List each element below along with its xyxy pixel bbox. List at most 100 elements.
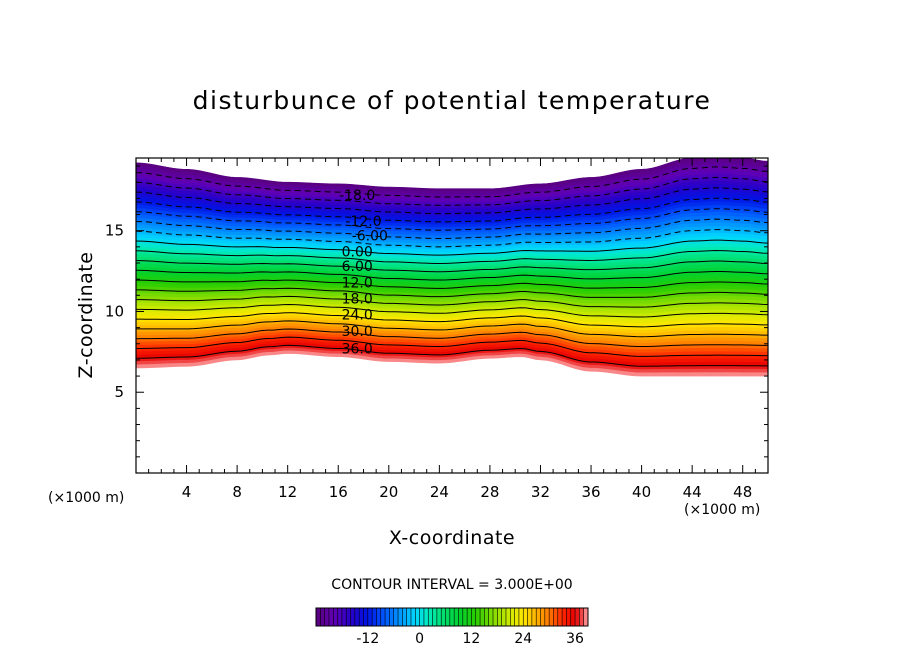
x-axis-label: X-coordinate [388,527,516,549]
colorbar-swatch [359,608,364,626]
contour-line [136,260,768,273]
colorbar-swatch [514,608,520,626]
x-unit-label: (×1000 m) [684,502,761,518]
colorbar-swatch [510,608,515,626]
contour-line [136,218,768,240]
colorbar-swatch [566,608,572,626]
contour-line [136,295,768,308]
colorbar-swatch [337,608,343,626]
colorbar-swatch [505,608,511,626]
colorbar-swatch [385,608,390,626]
colorbar-swatch [467,608,472,626]
colorbar-swatch [393,608,399,626]
colorbar-swatch [354,608,360,626]
contour-line [136,304,768,318]
contour-label: 36.0 [342,342,373,358]
colorbar-swatch [458,608,464,626]
colorbar-swatch [488,608,494,626]
colorbar-swatch [523,608,528,626]
colorbar-swatch [380,608,386,626]
colorbar-swatch [570,608,576,626]
contour-line [136,320,768,338]
colorbar-swatch [428,608,433,626]
colorbar-swatch [363,608,369,626]
contour-line [136,269,768,281]
colorbar-frame [315,607,589,627]
contour-label: 18.0 [342,292,373,308]
y-axis-label: Z-coordinate [75,251,97,379]
contour-line [136,208,768,231]
colorbar-swatch [540,608,546,626]
colorbar-swatch [367,608,373,626]
chart-title: disturbunce of potential temperature [192,86,712,115]
colorbar-swatch [575,608,580,626]
colorbar-swatch [454,608,459,626]
colorbar-swatch [493,608,498,626]
colorbar-swatch [449,608,455,626]
colorbar-tick-label: 36 [566,631,584,647]
colorbar-swatch [471,608,477,626]
colorbar-swatch [518,608,524,626]
colorbar-swatch [320,608,325,626]
contour-label: 24.0 [342,308,373,324]
colorbar-swatch [423,608,429,626]
colorbar-swatch [445,608,451,626]
colorbar-swatch [484,608,489,626]
contour-line [136,239,768,256]
y-tick-label: 5 [114,383,124,401]
colorbar-swatch [376,608,382,626]
colorbar-swatch [553,608,559,626]
colorbar-swatch [579,608,584,626]
x-tick-label: 4 [182,483,192,501]
contour-label: 6.00 [342,259,373,275]
colorbar-swatch [389,608,395,626]
x-tick-label: 44 [683,483,702,501]
contour-label: -18.0 [339,188,375,204]
colorbar-swatch [419,608,425,626]
colorbar-swatch [346,608,351,626]
contour-label: 30.0 [342,324,373,340]
colorbar-swatch [328,608,334,626]
contour-interval-label: CONTOUR INTERVAL = 3.000E+00 [331,577,573,593]
x-tick-label: 36 [581,483,600,501]
colorbar-swatch [557,608,563,626]
contour-line [136,279,768,289]
contour-line [136,287,768,298]
contour-line [136,250,768,264]
colorbar-swatch [415,608,420,626]
colorbar-swatch [350,608,356,626]
colorbar-tick-label: 12 [463,631,481,647]
y-tick-label: 10 [105,302,124,320]
colorbar-swatch [406,608,412,626]
colorbar-swatch [462,608,468,626]
x-tick-label: 20 [379,483,398,501]
colorbar-swatch [316,608,321,626]
contour-label: 0.00 [342,245,373,261]
y-unit-label: (×1000 m) [48,490,125,506]
contour-line [136,336,768,357]
x-tick-label: 8 [232,483,242,501]
colorbar-swatch [341,608,347,626]
x-tick-label: 28 [480,483,499,501]
colorbar-swatch [398,608,403,626]
y-tick-label: 15 [105,222,124,240]
colorbar-tick-label: -12 [356,631,379,647]
colorbar-swatch [480,608,485,626]
colorbar-swatch [432,608,438,626]
colorbar-swatch [372,608,377,626]
colorbar-swatch [410,608,416,626]
x-tick-label: 12 [278,483,297,501]
colorbar-swatch [324,608,330,626]
contour-label: -12.0 [345,214,381,230]
x-tick-label: 24 [430,483,449,501]
colorbar-swatch [544,608,550,626]
colorbar-swatch [536,608,541,626]
contour-band [136,350,768,377]
colorbar-swatch [501,608,507,626]
contour-line [136,312,768,328]
colorbar-swatch [436,608,442,626]
colorbar-swatch [527,608,533,626]
